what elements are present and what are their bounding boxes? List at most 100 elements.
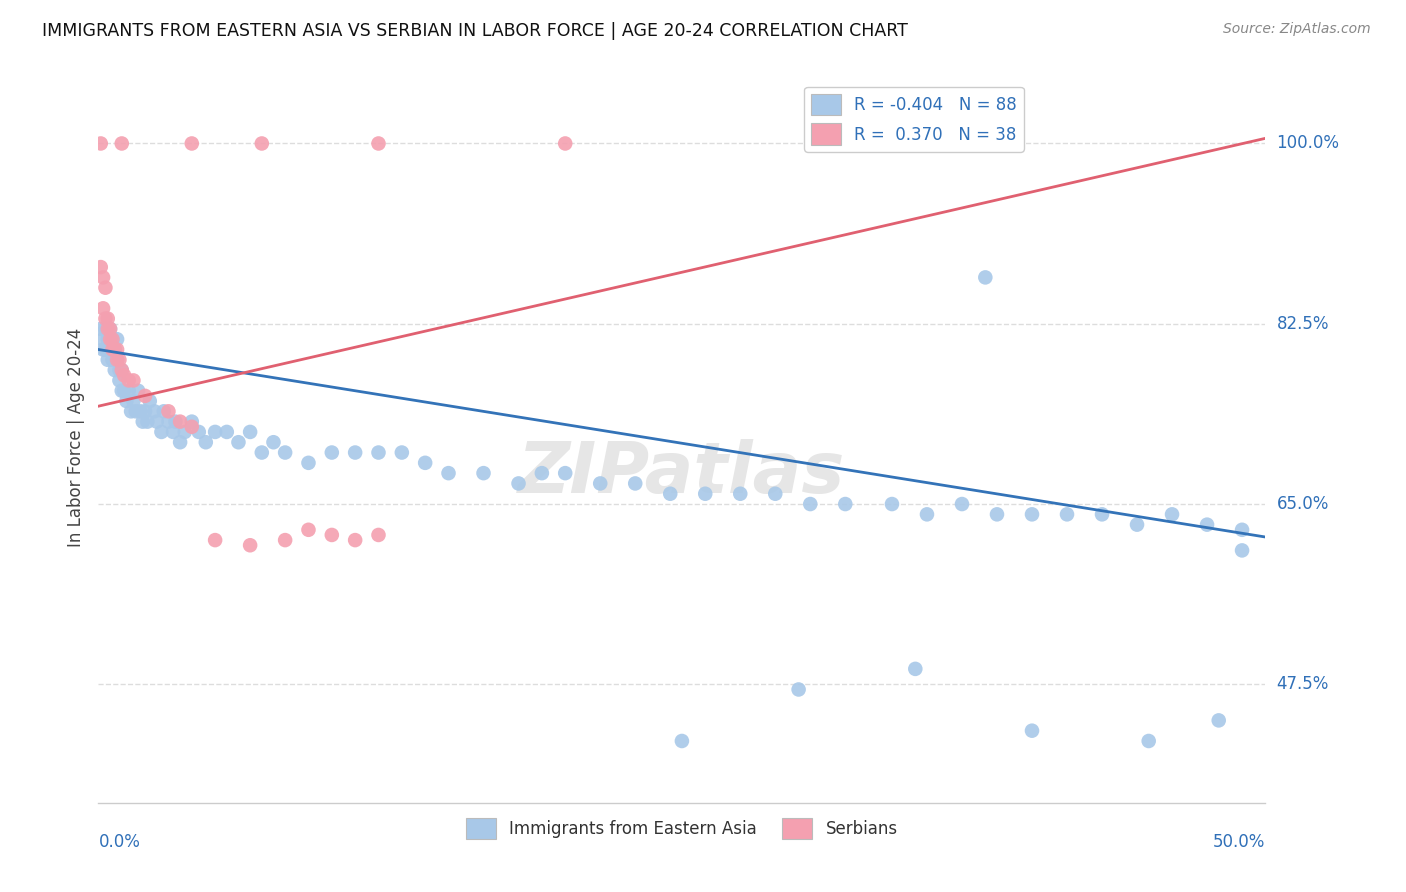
Point (367, 136, 389, 151)
Point (118, 384, 141, 398)
Text: 100.0%: 100.0% (1277, 135, 1340, 153)
Legend: Immigrants from Eastern Asia, Serbians: Immigrants from Eastern Asia, Serbians (460, 811, 904, 846)
Point (239, 538, 262, 552)
Point (120, 404, 142, 418)
Point (146, 415, 169, 429)
Point (180, 419, 202, 434)
Point (127, 384, 149, 398)
Point (274, 445, 297, 459)
Point (97, 352, 120, 367)
Point (105, 343, 128, 357)
Point (695, 487, 717, 501)
Point (173, 425, 195, 439)
Text: 82.5%: 82.5% (1277, 315, 1329, 333)
Point (152, 404, 174, 418)
Point (1161, 508, 1184, 522)
Point (344, 445, 367, 459)
Point (136, 415, 159, 429)
Point (367, 445, 389, 459)
Point (108, 363, 131, 377)
Point (250, 445, 273, 459)
Point (111, 363, 134, 377)
Point (1126, 517, 1149, 532)
Point (624, 476, 647, 491)
Point (262, 435, 284, 450)
Point (101, 343, 124, 357)
Point (118, 373, 141, 387)
Point (1137, 734, 1160, 748)
Point (94, 281, 117, 295)
Point (105, 352, 128, 367)
Point (204, 533, 226, 547)
Point (98, 322, 121, 336)
Point (904, 136, 927, 151)
Point (90, 322, 112, 336)
Point (98, 332, 121, 346)
Point (1230, 523, 1253, 537)
Point (98, 322, 121, 336)
Point (122, 394, 145, 409)
Point (1230, 543, 1253, 558)
Point (180, 136, 202, 151)
Point (91, 332, 114, 346)
Point (139, 394, 162, 409)
Point (250, 136, 273, 151)
Point (150, 425, 173, 439)
Point (1091, 508, 1114, 522)
Point (554, 466, 576, 480)
Point (105, 352, 128, 367)
Text: 0.0%: 0.0% (98, 833, 141, 851)
Point (215, 425, 238, 439)
Point (297, 523, 319, 537)
Point (344, 533, 367, 547)
Point (94, 322, 117, 336)
Point (108, 352, 131, 367)
Point (1195, 517, 1218, 532)
Point (101, 352, 124, 367)
Point (94, 311, 117, 326)
Point (104, 343, 127, 357)
Point (129, 404, 152, 418)
Point (98, 343, 121, 357)
Point (101, 332, 124, 346)
Point (508, 476, 530, 491)
Point (530, 466, 553, 480)
Text: 50.0%: 50.0% (1213, 833, 1265, 851)
Text: 47.5%: 47.5% (1277, 675, 1329, 693)
Point (413, 456, 436, 470)
Point (112, 368, 135, 383)
Point (228, 435, 250, 450)
Point (297, 456, 319, 470)
Text: 65.0%: 65.0% (1277, 495, 1329, 513)
Point (111, 384, 134, 398)
Point (671, 734, 693, 748)
Text: ZIPatlas: ZIPatlas (519, 439, 845, 508)
Point (974, 270, 997, 285)
Point (437, 466, 460, 480)
Point (589, 476, 612, 491)
Point (763, 487, 786, 501)
Point (105, 332, 128, 346)
Point (787, 682, 810, 697)
Point (321, 528, 343, 542)
Text: Source: ZipAtlas.com: Source: ZipAtlas.com (1223, 22, 1371, 37)
Point (165, 415, 187, 429)
Point (97, 311, 120, 326)
Point (187, 425, 209, 439)
Point (157, 415, 180, 429)
Point (91, 301, 114, 316)
Point (880, 497, 903, 511)
Point (97, 322, 120, 336)
Point (239, 425, 262, 439)
Point (134, 389, 156, 403)
Point (94, 343, 117, 357)
Y-axis label: In Labor Force | Age 20-24: In Labor Force | Age 20-24 (66, 327, 84, 547)
Point (112, 384, 135, 398)
Point (157, 404, 180, 418)
Point (104, 343, 127, 357)
Point (108, 373, 131, 387)
Point (169, 435, 191, 450)
Point (101, 332, 124, 346)
Point (91, 270, 114, 285)
Point (97, 332, 120, 346)
